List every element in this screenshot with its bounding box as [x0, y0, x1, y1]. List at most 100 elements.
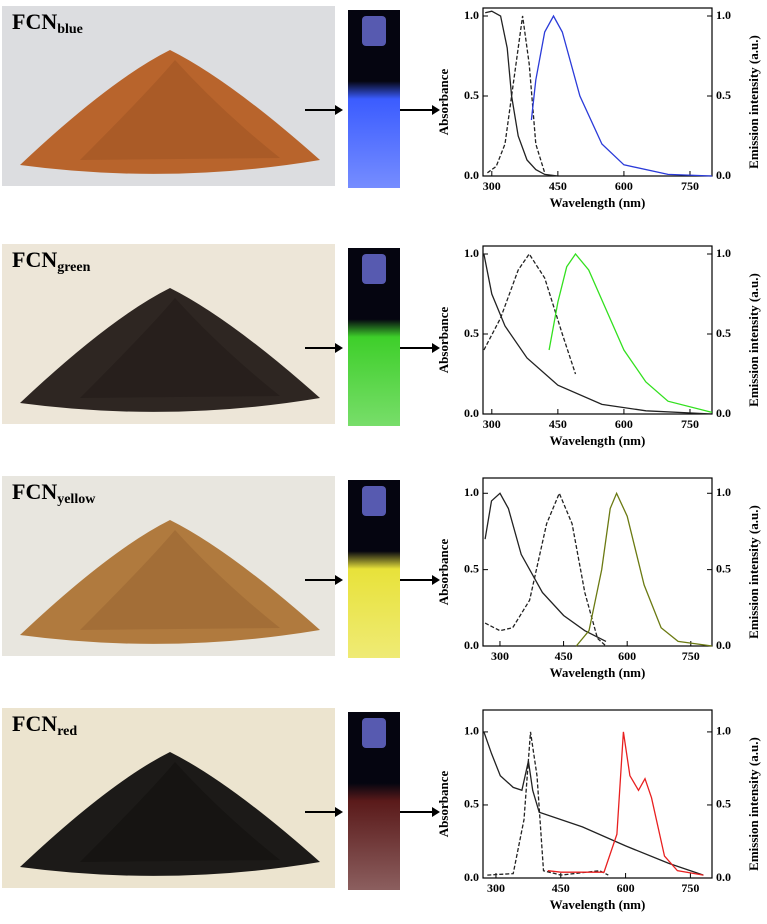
plot-frame	[482, 709, 713, 879]
y2-tick-label: 1.0	[716, 246, 731, 260]
series-line	[485, 10, 558, 177]
label-sub: blue	[57, 22, 83, 37]
x-tick-label: 750	[681, 881, 699, 895]
x-tick-label: 750	[681, 179, 699, 193]
sample-label: FCNred	[12, 711, 77, 739]
x-axis-label: Wavelength (nm)	[550, 195, 646, 210]
x-tick-label: 450	[552, 881, 570, 895]
x-tick-label: 450	[555, 649, 573, 663]
arrow-head	[432, 575, 440, 585]
series-line	[575, 491, 713, 647]
powder-pile	[20, 50, 320, 174]
y2-tick-label: 0.0	[716, 870, 731, 884]
x-axis-label: Wavelength (nm)	[550, 897, 646, 912]
y-axis-label: Absorbance	[436, 539, 451, 606]
series-line	[547, 731, 704, 876]
arrow-head	[335, 105, 343, 115]
y-tick-label: 0.0	[464, 638, 479, 652]
label-main: FCN	[12, 711, 57, 736]
y2-axis-label: Emission intensity (a.u.)	[746, 273, 761, 407]
y-tick-label: 0.5	[464, 561, 479, 575]
x-axis-label: Wavelength (nm)	[550, 665, 646, 680]
powder-pile	[20, 288, 320, 412]
x-tick-label: 750	[682, 649, 700, 663]
sample-label: FCNgreen	[12, 247, 91, 275]
y2-tick-label: 1.0	[716, 724, 731, 738]
y2-tick-label: 1.0	[716, 8, 731, 22]
arrow-head	[335, 807, 343, 817]
x-tick-label: 750	[681, 417, 699, 431]
plot-frame	[482, 245, 713, 415]
arrow-head	[432, 807, 440, 817]
x-tick-label: 300	[483, 179, 501, 193]
y-tick-label: 0.0	[464, 168, 479, 182]
y2-tick-label: 0.5	[716, 797, 731, 811]
powder-shade	[80, 298, 280, 398]
label-main: FCN	[12, 9, 57, 34]
y-tick-label: 0.0	[464, 870, 479, 884]
x-tick-label: 300	[487, 881, 505, 895]
arrow-head	[335, 343, 343, 353]
powder-pile	[20, 520, 320, 644]
x-tick-label: 600	[618, 649, 636, 663]
series-line	[530, 14, 713, 177]
x-tick-label: 600	[615, 417, 633, 431]
y-axis-label: Absorbance	[436, 307, 451, 374]
powder-pile	[20, 752, 320, 876]
y-tick-label: 0.5	[464, 88, 479, 102]
powder-shade	[80, 762, 280, 862]
y2-tick-label: 0.5	[716, 326, 731, 340]
powder-shade	[80, 60, 280, 160]
series-line	[484, 492, 607, 642]
label-main: FCN	[12, 247, 57, 272]
series-line	[487, 731, 609, 876]
vial-cap	[362, 16, 386, 46]
label-sub: green	[57, 260, 90, 275]
series-line	[483, 252, 577, 375]
plot-frame	[482, 477, 713, 647]
x-tick-label: 300	[483, 417, 501, 431]
x-tick-label: 600	[615, 179, 633, 193]
label-sub: yellow	[57, 492, 96, 507]
vial-cap	[362, 254, 386, 284]
y-tick-label: 1.0	[464, 8, 479, 22]
y2-tick-label: 0.5	[716, 561, 731, 575]
powder-shade	[80, 530, 280, 630]
arrow-head	[432, 105, 440, 115]
y-axis-label: Absorbance	[436, 69, 451, 136]
series-line	[483, 731, 704, 876]
x-tick-label: 300	[491, 649, 509, 663]
y2-tick-label: 0.0	[716, 168, 731, 182]
y-tick-label: 1.0	[464, 485, 479, 499]
plot-frame	[482, 7, 713, 177]
y-tick-label: 0.0	[464, 406, 479, 420]
y2-tick-label: 0.0	[716, 406, 731, 420]
y-tick-label: 1.0	[464, 724, 479, 738]
series-line	[483, 253, 713, 415]
y2-tick-label: 0.0	[716, 638, 731, 652]
vial-cap	[362, 486, 386, 516]
y-tick-label: 0.5	[464, 326, 479, 340]
y2-axis-label: Emission intensity (a.u.)	[746, 737, 761, 871]
vial-cap	[362, 718, 386, 748]
x-tick-label: 450	[549, 179, 567, 193]
arrow-head	[335, 575, 343, 585]
x-axis-label: Wavelength (nm)	[550, 433, 646, 448]
series-line	[548, 252, 713, 414]
arrow-head	[432, 343, 440, 353]
series-line	[487, 15, 546, 174]
x-tick-label: 600	[617, 881, 635, 895]
label-sub: red	[57, 724, 77, 739]
sample-label: FCNblue	[12, 9, 83, 37]
y-tick-label: 0.5	[464, 797, 479, 811]
x-tick-label: 450	[549, 417, 567, 431]
y2-tick-label: 1.0	[716, 485, 731, 499]
y-axis-label: Absorbance	[436, 771, 451, 838]
label-main: FCN	[12, 479, 57, 504]
series-line	[484, 491, 607, 647]
y2-axis-label: Emission intensity (a.u.)	[746, 35, 761, 169]
y2-tick-label: 0.5	[716, 88, 731, 102]
y2-axis-label: Emission intensity (a.u.)	[746, 505, 761, 639]
y-tick-label: 1.0	[464, 246, 479, 260]
